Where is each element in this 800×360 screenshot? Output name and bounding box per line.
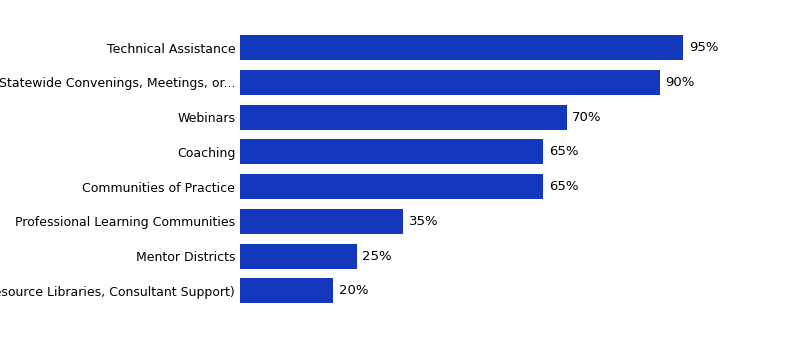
Bar <box>240 70 660 95</box>
Text: 95%: 95% <box>689 41 718 54</box>
Bar <box>240 209 403 234</box>
Text: 90%: 90% <box>666 76 695 89</box>
Text: 65%: 65% <box>549 180 578 193</box>
Bar <box>240 139 543 164</box>
Bar <box>240 174 543 199</box>
Bar <box>240 278 334 303</box>
Bar <box>240 35 683 60</box>
Text: 20%: 20% <box>339 284 369 297</box>
Text: 65%: 65% <box>549 145 578 158</box>
Text: 25%: 25% <box>362 249 392 262</box>
Bar <box>240 244 357 269</box>
Text: 70%: 70% <box>572 111 602 123</box>
Text: 35%: 35% <box>409 215 438 228</box>
Bar <box>240 104 566 130</box>
